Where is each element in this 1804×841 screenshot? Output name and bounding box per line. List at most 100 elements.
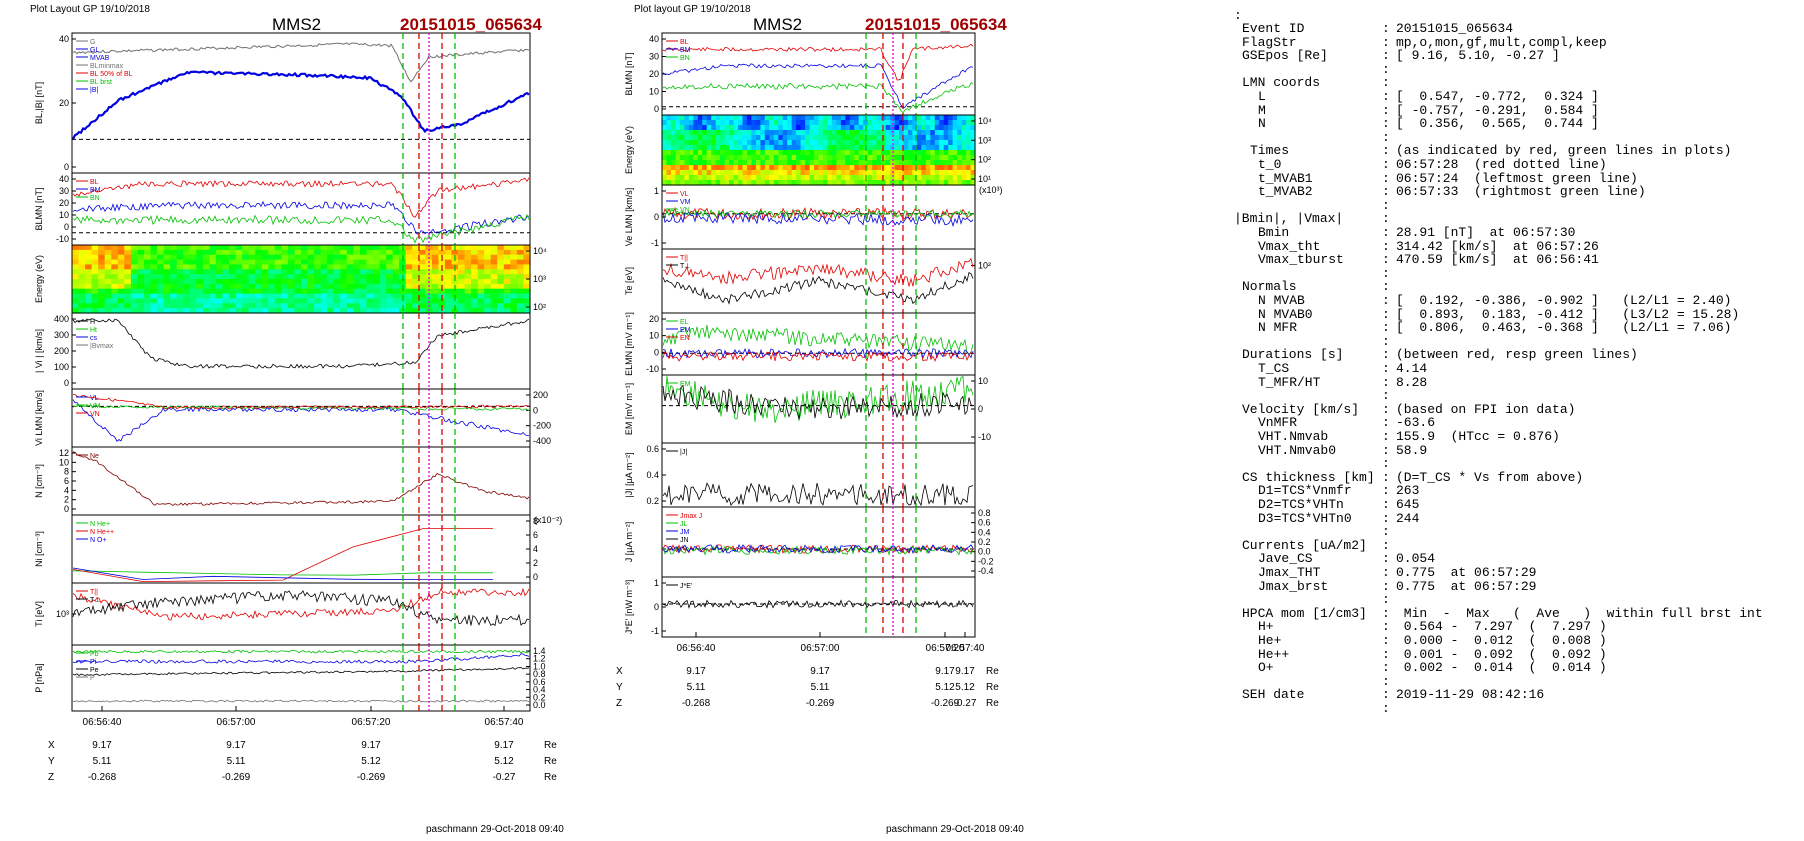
spectrogram-cell: [183, 264, 191, 270]
spectrogram-cell: [196, 254, 204, 261]
spectrogram-cell: [939, 180, 945, 186]
x-tick-label: 06:57:20: [926, 643, 965, 654]
spectrogram-cell: [386, 288, 394, 295]
spectrogram-cell: [464, 264, 472, 270]
spectrogram-cell: [764, 140, 770, 146]
spectrogram-cell: [773, 160, 779, 166]
spectrogram-cell: [163, 269, 171, 275]
summary-key: Times: [1250, 143, 1290, 159]
spectrogram-cell: [209, 269, 217, 275]
spectrogram-cell: [675, 170, 681, 176]
spectrogram-cell: [863, 140, 869, 146]
spectrogram-cell: [255, 254, 263, 261]
summary-value: 0.001 - 0.092 ( 0.092 ): [1396, 646, 1607, 662]
spectrogram-cell: [418, 249, 426, 256]
spectrogram-cell: [876, 135, 882, 141]
spectrogram-cell: [202, 269, 210, 275]
spectrogram-cell: [444, 308, 452, 314]
spectrogram-cell: [307, 259, 315, 266]
spectrogram-cell: [858, 155, 864, 161]
spectrogram-cell: [715, 135, 721, 141]
spectrogram-cell: [373, 303, 381, 309]
spectrogram-cell: [805, 120, 811, 126]
spectrogram-cell: [346, 245, 354, 251]
summary-key: Jmax_brst: [1258, 578, 1329, 594]
spectrogram-cell: [693, 155, 699, 161]
spectrogram-cell: [733, 150, 739, 156]
spectrogram-cell: [144, 298, 152, 304]
spectrogram-cell: [91, 288, 99, 295]
spectrogram-cell: [111, 283, 119, 290]
spectrogram-cell: [346, 254, 354, 261]
spectrogram-cell: [451, 249, 459, 256]
summary-colon: :: [1382, 143, 1390, 159]
spectrogram-cell: [934, 135, 940, 141]
position-value: 5.12: [955, 682, 975, 693]
spectrogram-cell: [800, 130, 806, 136]
spectrogram-cell: [425, 293, 433, 300]
spectrogram-cell: [773, 145, 779, 151]
layout-label: Plot Layout GP 19/10/2018: [30, 4, 150, 15]
spectrogram-cell: [477, 288, 485, 295]
spectrogram-cell: [340, 303, 348, 309]
spectrogram-cell: [268, 293, 276, 300]
spectrogram-cell: [98, 288, 106, 295]
spectrogram-cell: [724, 155, 730, 161]
spectrogram-cell: [809, 115, 815, 121]
spectrogram-cell: [157, 259, 165, 266]
spectrogram-cell: [130, 303, 138, 309]
spectrogram-cell: [760, 170, 766, 176]
spectrogram-cell: [688, 165, 694, 171]
spectrogram-cell: [858, 175, 864, 181]
spectrogram-cell: [907, 125, 913, 131]
spectrogram-cell: [711, 160, 717, 166]
spectrogram-cell: [98, 274, 106, 280]
spectrogram-cell: [444, 279, 452, 285]
spectrogram-cell: [287, 288, 295, 295]
summary-colon: :: [1382, 605, 1390, 621]
spectrogram-cell: [196, 279, 204, 285]
spectrogram-cell: [849, 115, 855, 121]
spectrogram-cell: [970, 165, 976, 171]
y-axis-label: Ni [cm⁻³]: [34, 531, 44, 567]
spectrogram-cell: [662, 115, 668, 121]
spectrogram-cell: [916, 135, 922, 141]
spectrogram-cell: [418, 298, 426, 304]
spectrogram-cell: [970, 150, 976, 156]
spectrogram-cell: [845, 140, 851, 146]
spectrogram-cell: [715, 170, 721, 176]
y-tick-label: 0: [654, 104, 659, 114]
spectrogram-cell: [346, 298, 354, 304]
y-tick-label-right: -0.2: [978, 556, 994, 566]
spectrogram-cell: [827, 130, 833, 136]
spectrogram-cell: [346, 283, 354, 290]
series-line-Pi: [72, 653, 530, 664]
spectrogram-cell: [137, 269, 145, 275]
spectrogram-cell: [675, 120, 681, 126]
spectrogram-cell: [373, 279, 381, 285]
spectrogram-cell: [957, 155, 963, 161]
spectrogram-cell: [693, 150, 699, 156]
spectrogram-cell: [222, 259, 230, 266]
spectrogram-cell: [930, 150, 936, 156]
spectrogram-cell: [755, 165, 761, 171]
spectrogram-cell: [684, 140, 690, 146]
spectrogram-cell: [814, 160, 820, 166]
spectrogram-cell: [484, 264, 492, 270]
spectrogram-cell: [294, 245, 302, 251]
spectrogram-cell: [484, 269, 492, 275]
spectrogram-cell: [137, 259, 145, 266]
spectrogram-cell: [471, 293, 479, 300]
y-axis-label: BLMN [nT]: [34, 187, 44, 230]
legend-label: BL 50% of BL: [90, 71, 133, 78]
spectrogram-cell: [242, 259, 250, 266]
spectrogram-cell: [510, 245, 518, 251]
spectrogram-cell: [150, 308, 158, 314]
spectrogram-cell: [724, 150, 730, 156]
spectrogram-cell: [144, 308, 152, 314]
summary-colon: :: [1382, 551, 1390, 567]
summary-colon: :: [1382, 388, 1390, 404]
spectrogram-cell: [961, 160, 967, 166]
spectrogram-cell: [903, 125, 909, 131]
spectrogram-cell: [91, 283, 99, 290]
